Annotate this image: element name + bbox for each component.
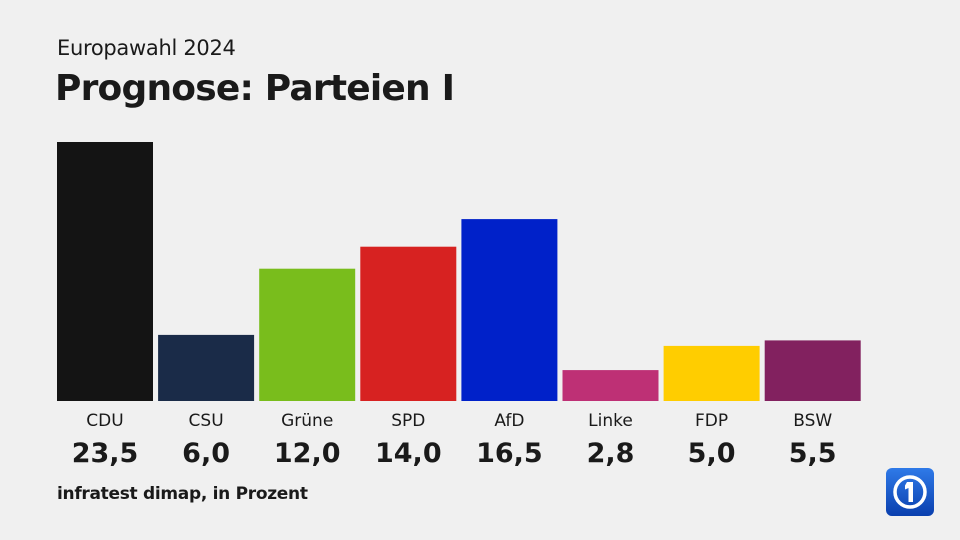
chart-title: Prognose: Parteien I xyxy=(55,68,455,109)
category-label: CDU xyxy=(86,411,123,431)
category-label: CSU xyxy=(189,411,224,431)
bar-fdp xyxy=(663,345,760,401)
bar-grüne xyxy=(259,268,356,401)
category-label: AfD xyxy=(494,411,524,431)
value-label: 5,5 xyxy=(789,438,837,469)
category-label: Grüne xyxy=(281,411,333,431)
category-label: Linke xyxy=(588,411,633,431)
bar-csu xyxy=(158,334,255,401)
bar-spd xyxy=(360,246,457,401)
bar-bsw xyxy=(764,340,861,401)
bar-cdu xyxy=(57,142,153,401)
chart-kicker: Europawahl 2024 xyxy=(57,36,236,60)
value-label: 14,0 xyxy=(375,438,442,469)
category-label: FDP xyxy=(695,411,728,431)
category-label: BSW xyxy=(793,411,832,431)
value-label: 5,0 xyxy=(688,438,736,469)
value-label: 23,5 xyxy=(72,438,139,469)
ard-logo-icon xyxy=(886,468,934,516)
value-label: 12,0 xyxy=(274,438,341,469)
chart-source: infratest dimap, in Prozent xyxy=(57,484,308,504)
category-label: SPD xyxy=(391,411,425,431)
value-label: 16,5 xyxy=(476,438,543,469)
bar-afd xyxy=(461,219,558,401)
value-label: 2,8 xyxy=(587,438,635,469)
value-label: 6,0 xyxy=(182,438,230,469)
bar-linke xyxy=(562,370,659,401)
